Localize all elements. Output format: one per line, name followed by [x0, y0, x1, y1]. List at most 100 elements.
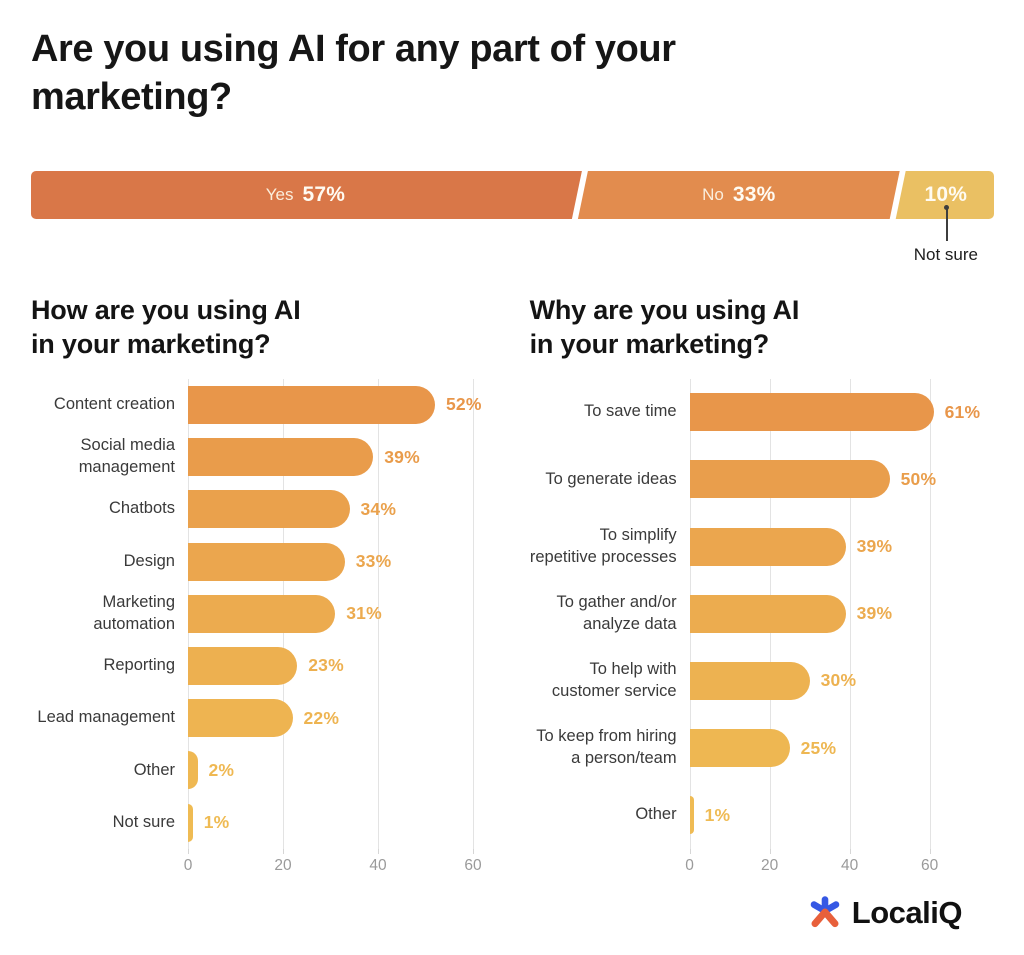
tick-mark	[283, 848, 284, 854]
value-label: 39%	[856, 603, 893, 624]
value-label: 39%	[384, 446, 420, 467]
bar	[689, 661, 810, 700]
axis-tick: 40	[369, 856, 387, 874]
bar-row: To gather and/or analyze data 39%	[520, 580, 994, 647]
chart-title-how: How are you using AI in your marketing?	[31, 294, 301, 359]
axis-tick: 20	[760, 856, 779, 874]
localiq-asterisk-icon	[810, 896, 840, 927]
bar-plot-why: To save time 61% To generate ideas 50% To si…	[520, 378, 994, 879]
bar	[188, 803, 193, 842]
x-axis: 0 20 40 60	[31, 848, 493, 879]
category-label: Other	[635, 805, 677, 824]
stacked-bar-graphic	[31, 170, 994, 219]
chart-title-why: Why are you using AI in your marketing?	[529, 294, 800, 359]
bar-zone: 39%	[188, 438, 493, 477]
bar-row: Design 33%	[31, 535, 493, 587]
category-label: Not sure	[112, 812, 175, 831]
category-label: To generate ideas	[545, 469, 677, 488]
bar-row: Other 1%	[520, 782, 994, 849]
bar	[689, 594, 846, 633]
bar	[188, 594, 336, 633]
bar-plot-how: Content creation 52% Social media manageme…	[31, 378, 493, 879]
value-label: 22%	[303, 707, 340, 728]
value-label: 34%	[360, 498, 397, 519]
tick-mark	[849, 848, 851, 854]
bar-zone: 1%	[689, 796, 994, 835]
category-label: Other	[133, 760, 175, 779]
axis-tick: 0	[685, 856, 694, 874]
bar	[689, 729, 790, 768]
tick-mark	[188, 848, 189, 854]
value-label: 52%	[446, 394, 482, 415]
bar-zone: 33%	[188, 542, 493, 581]
category-label: Design	[123, 551, 175, 570]
bar-row: Social media management 39%	[31, 431, 493, 483]
bar	[689, 460, 890, 499]
value-label: 61%	[944, 401, 981, 422]
category-label: Content creation	[53, 395, 175, 413]
value-label: 1%	[704, 804, 731, 825]
callout-line	[944, 204, 950, 241]
bar-row: To save time 61%	[520, 379, 994, 446]
segment-label: No 33%	[580, 171, 898, 219]
bar	[188, 646, 298, 685]
bar	[689, 527, 846, 566]
bar	[188, 385, 435, 424]
gridline	[473, 378, 474, 849]
value-label: 33%	[355, 551, 392, 572]
gridline	[849, 378, 851, 849]
bar-row: Chatbots 34%	[31, 483, 493, 535]
bar-zone: 31%	[188, 594, 493, 633]
axis-tick: 0	[183, 856, 193, 874]
segment-percent: 10%	[924, 182, 968, 206]
tick-mark	[929, 848, 931, 854]
category-label: Lead management	[37, 708, 175, 727]
bar-zone: 34%	[188, 490, 493, 529]
bar-zone: 39%	[689, 527, 994, 566]
category-label: To gather and/or analyze data	[556, 593, 677, 633]
category-label: To save time	[583, 402, 677, 421]
bar-row: To generate ideas 50%	[520, 446, 994, 513]
tick-mark	[769, 848, 771, 854]
gridline	[929, 378, 931, 849]
category-label: To keep from hiring a person/team	[536, 727, 677, 768]
bar	[188, 542, 345, 581]
axis-tick: 40	[840, 856, 859, 874]
charts-row: How are you using AI in your marketing? …	[31, 293, 994, 879]
category-label: Social media management	[78, 436, 175, 477]
value-label: 1%	[203, 812, 230, 833]
bar-row: To help with customer service 30%	[520, 647, 994, 714]
bar-row: Reporting 23%	[31, 640, 493, 692]
bar	[689, 796, 694, 835]
value-label: 25%	[800, 737, 837, 758]
value-label: 50%	[900, 468, 937, 489]
callout-label: Not sure	[913, 244, 978, 264]
bar-zone: 30%	[689, 661, 994, 700]
bar-zone: 50%	[689, 460, 994, 499]
chart-how-using-ai: How are you using AI in your marketing? …	[31, 293, 493, 879]
bar-zone: 61%	[689, 393, 994, 432]
bar-zone: 2%	[188, 751, 493, 790]
segment-name: No	[702, 184, 724, 204]
bar-row: Marketing automation 31%	[31, 588, 493, 640]
bar-zone: 52%	[188, 385, 493, 424]
category-label: Reporting	[103, 656, 175, 675]
bar-row: To keep from hiring a person/team 25%	[520, 714, 994, 781]
bar	[689, 393, 934, 432]
bar-zone: 23%	[188, 646, 493, 685]
page-title: Are you using AI for any part of your ma…	[31, 28, 676, 118]
category-label: To simplify repetitive processes	[529, 525, 677, 566]
axis-tick: 20	[274, 856, 292, 874]
bar-row: Not sure 1%	[31, 797, 493, 849]
bar-zone: 1%	[188, 803, 493, 842]
chart-why-using-ai: Why are you using AI in your marketing? …	[520, 293, 994, 879]
bar-zone: 39%	[689, 594, 994, 633]
tick-mark	[473, 848, 474, 854]
value-label: 23%	[308, 655, 344, 676]
value-label: 30%	[820, 670, 857, 691]
bar	[188, 438, 374, 477]
value-label: 39%	[856, 536, 893, 557]
segment-label: Yes 57%	[31, 171, 580, 219]
category-label: Marketing automation	[93, 593, 175, 633]
